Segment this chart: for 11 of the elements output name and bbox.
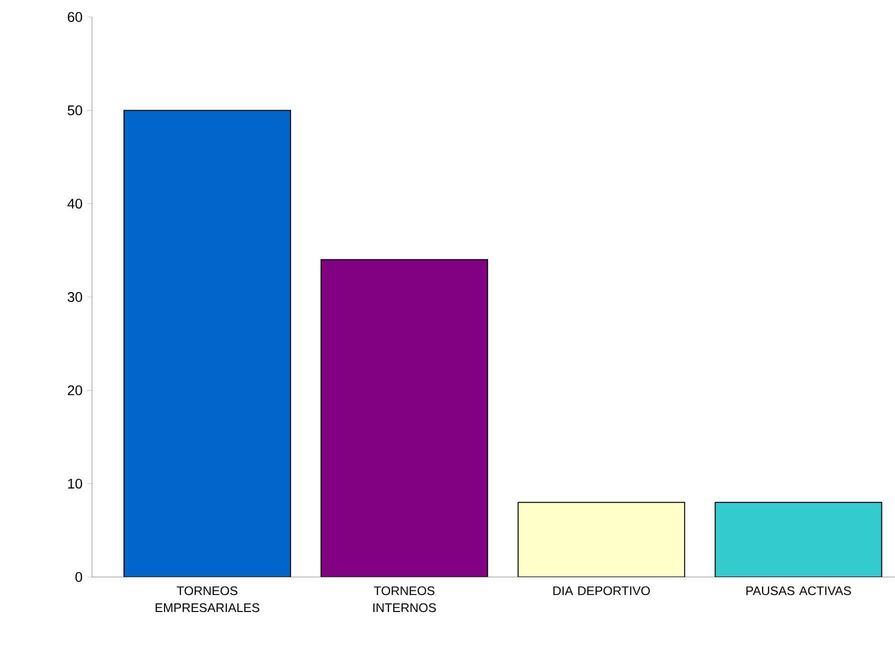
y-tick-label: 0 — [75, 572, 82, 582]
x-tick-label: TORNEOS EMPRESARIALES — [156, 586, 260, 612]
y-tick-label: 30 — [68, 292, 82, 302]
x-tick-label: TORNEOS INTERNOS — [373, 586, 436, 612]
y-tick-label: 50 — [68, 105, 82, 116]
x-tick-label: PAUSAS ACTIVAS — [746, 586, 851, 596]
y-tick-label: 20 — [68, 385, 82, 396]
y-tick-label: 10 — [68, 478, 82, 489]
x-tick-label: DIA DEPORTIVO — [553, 586, 650, 596]
y-tick-label: 60 — [68, 12, 82, 22]
y-tick-label: 40 — [67, 198, 82, 209]
